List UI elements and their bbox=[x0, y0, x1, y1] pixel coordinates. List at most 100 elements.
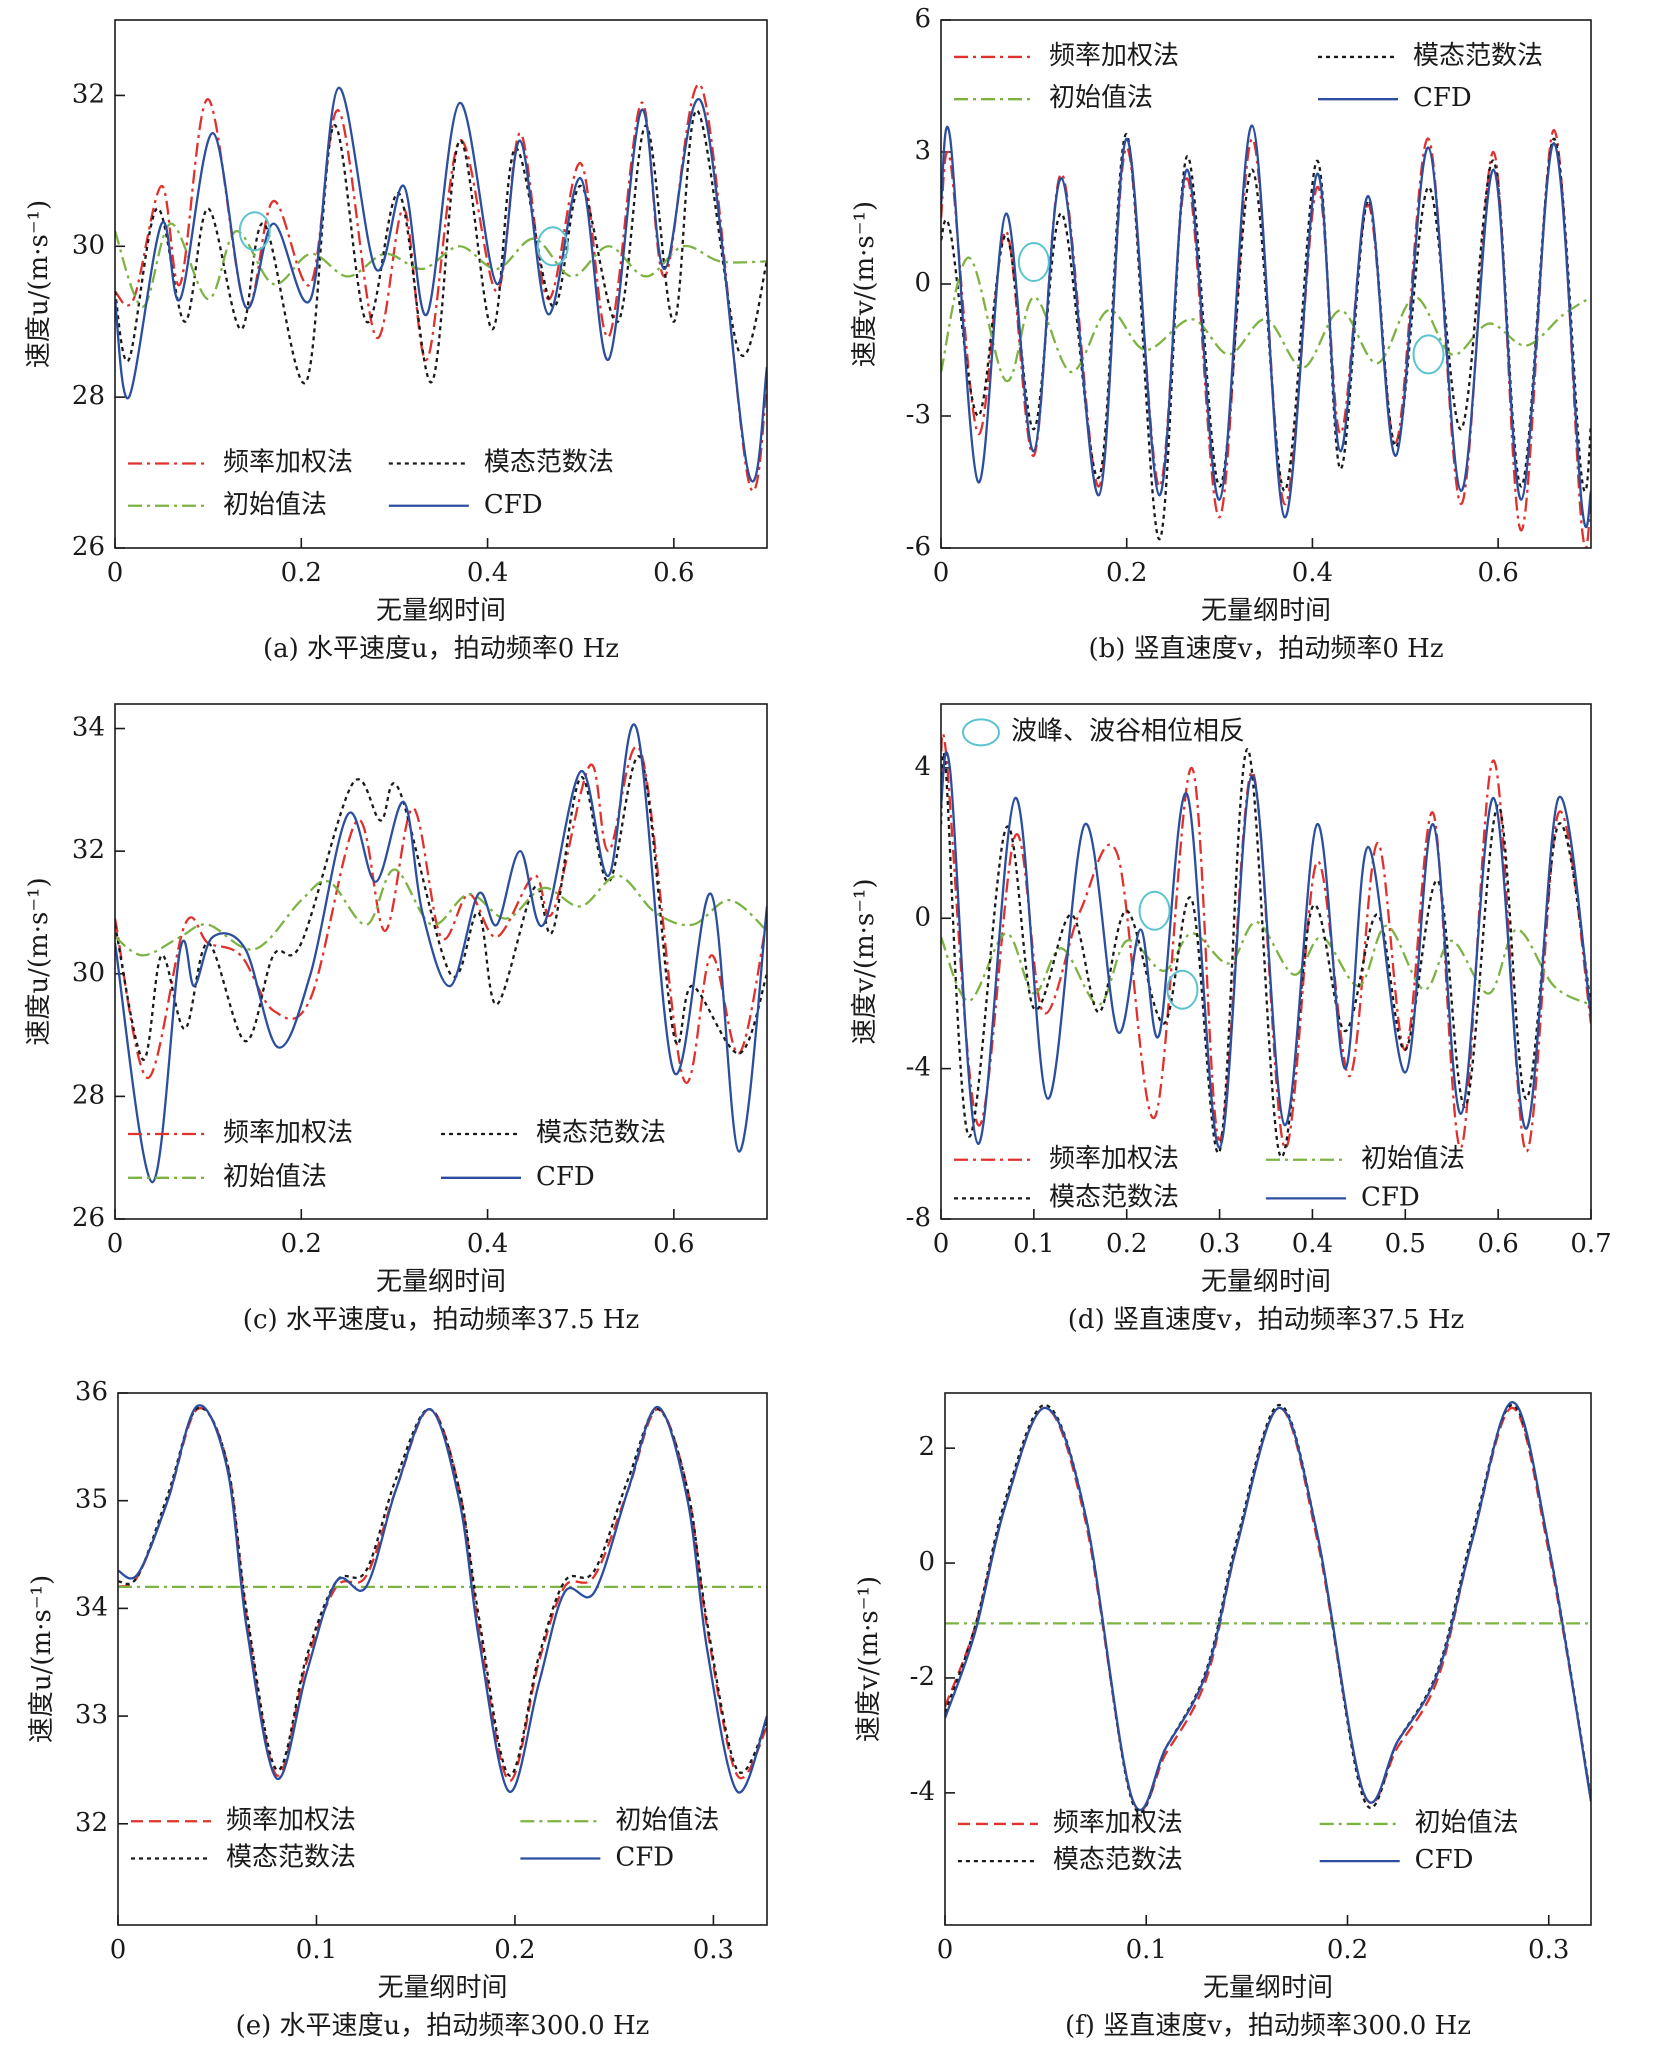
legend-label: 模态范数法 bbox=[1053, 1845, 1183, 1875]
x-axis-label: 无量纲时间 bbox=[377, 1973, 507, 2003]
series-line bbox=[941, 128, 1591, 548]
panel: 32 33 34 35 36 0 0.1 0.2 0.3 速度u/(m·s⁻¹) 无量纲时间 (e) … bbox=[27, 1377, 768, 2041]
panel: 26 28 30 32 0 0.2 0.4 0.6 速度u/(m·s⁻¹) 无量纲时间 (a) 水平… bbox=[24, 19, 768, 664]
x-tick-label: 0 bbox=[110, 1935, 127, 1965]
x-tick-label: 0.3 bbox=[1528, 1935, 1569, 1965]
series-line bbox=[945, 1406, 1591, 1812]
legend-label: 模态范数法 bbox=[1049, 1182, 1179, 1212]
legend-label: CFD bbox=[1361, 1182, 1420, 1212]
y-tick-label: 28 bbox=[72, 1080, 105, 1110]
x-tick-label: 0 bbox=[107, 558, 124, 588]
highlight-circle bbox=[238, 211, 271, 252]
y-tick-label: 4 bbox=[914, 752, 931, 782]
legend-label: 初始值法 bbox=[615, 1805, 719, 1835]
highlight-circle bbox=[1412, 334, 1445, 375]
y-tick-label: -6 bbox=[906, 532, 931, 562]
x-tick-label: 0.2 bbox=[1106, 1229, 1147, 1259]
y-tick-label: -8 bbox=[906, 1203, 931, 1233]
y-tick-label: 35 bbox=[75, 1485, 108, 1515]
legend-label: 初始值法 bbox=[1415, 1808, 1519, 1838]
y-tick-label: 6 bbox=[914, 4, 931, 34]
highlight-circle bbox=[1017, 242, 1050, 282]
x-axis-label: 无量纲时间 bbox=[376, 596, 506, 626]
series-line bbox=[115, 723, 767, 1184]
series-line bbox=[115, 86, 767, 483]
y-tick-label: 0 bbox=[914, 268, 931, 298]
legend-label: 频率加权法 bbox=[1049, 41, 1179, 71]
legend-label: 频率加权法 bbox=[223, 448, 353, 478]
x-axis-label: 无量纲时间 bbox=[1201, 1267, 1331, 1297]
y-tick-label: 32 bbox=[72, 835, 105, 865]
x-tick-label: 0.4 bbox=[1292, 1229, 1333, 1259]
series-line bbox=[115, 868, 767, 957]
y-tick-label: 28 bbox=[72, 381, 105, 411]
y-tick-label: -2 bbox=[910, 1662, 935, 1692]
series-line bbox=[115, 109, 767, 385]
legend-label: 频率加权法 bbox=[223, 1118, 353, 1148]
x-tick-label: 0.6 bbox=[653, 558, 694, 588]
x-tick-label: 0.4 bbox=[467, 1229, 508, 1259]
y-tick-label: -3 bbox=[906, 400, 931, 430]
y-tick-label: 3 bbox=[914, 136, 931, 166]
x-tick-label: 0.2 bbox=[281, 558, 322, 588]
y-tick-label: 36 bbox=[75, 1377, 108, 1407]
x-tick-label: 0.3 bbox=[1199, 1229, 1240, 1259]
highlight-circle bbox=[1138, 890, 1171, 931]
x-axis-label: 无量纲时间 bbox=[1201, 596, 1331, 626]
y-tick-label: 30 bbox=[72, 958, 105, 988]
y-axis-label: 速度v/(m·s⁻¹) bbox=[850, 201, 880, 367]
x-tick-label: 0.1 bbox=[1126, 1935, 1167, 1965]
x-tick-label: 0 bbox=[107, 1229, 124, 1259]
series-line bbox=[941, 751, 1591, 1149]
x-tick-label: 0.6 bbox=[653, 1229, 694, 1259]
plot-frame bbox=[117, 1392, 768, 1926]
legend-label: 初始值法 bbox=[223, 490, 327, 520]
y-axis-label: 速度v/(m·s⁻¹) bbox=[854, 1576, 884, 1742]
y-tick-label: 32 bbox=[75, 1808, 108, 1838]
x-axis-label: 无量纲时间 bbox=[1203, 1973, 1333, 2003]
panel: -6 -3 0 3 6 0 0.2 0.4 0.6 速度v/(m·s⁻¹) 无量纲时间 (b) 竖直速… bbox=[850, 4, 1592, 664]
caption: (d) 竖直速度v，拍动频率37.5 Hz bbox=[1068, 1305, 1464, 1335]
legend-label: 模态范数法 bbox=[484, 448, 614, 478]
legend-label: 初始值法 bbox=[1361, 1144, 1465, 1174]
y-tick-label: 26 bbox=[72, 532, 105, 562]
x-tick-label: 0.2 bbox=[281, 1229, 322, 1259]
annotation: 波峰、波谷相位相反 bbox=[1011, 716, 1245, 746]
series-line bbox=[941, 256, 1591, 382]
legend-label: 模态范数法 bbox=[1413, 41, 1543, 71]
series-line bbox=[115, 83, 767, 492]
y-axis-label: 速度v/(m·s⁻¹) bbox=[850, 878, 880, 1044]
x-tick-label: 0.1 bbox=[1013, 1229, 1054, 1259]
plot-frame bbox=[940, 19, 1592, 549]
y-axis-label: 速度u/(m·s⁻¹) bbox=[24, 200, 54, 368]
x-tick-label: 0.2 bbox=[1327, 1935, 1368, 1965]
y-tick-label: 32 bbox=[72, 79, 105, 109]
series-line bbox=[941, 920, 1591, 1006]
legend-label: 频率加权法 bbox=[1053, 1808, 1183, 1838]
legend-label: 频率加权法 bbox=[226, 1805, 356, 1835]
caption: (f) 竖直速度v，拍动频率300.0 Hz bbox=[1065, 2011, 1471, 2041]
caption: (a) 水平速度u，拍动频率0 Hz bbox=[263, 634, 619, 664]
y-tick-label: 26 bbox=[72, 1203, 105, 1233]
x-tick-label: 0 bbox=[933, 558, 950, 588]
x-tick-label: 0.3 bbox=[693, 1935, 734, 1965]
legend-label: 模态范数法 bbox=[226, 1843, 356, 1873]
panel: -8 -4 0 4 0 0.1 0.2 0.3 0.4 0.5 0.6 0.7 速度v/(m·s⁻¹) 无… bbox=[850, 703, 1612, 1335]
y-tick-label: 33 bbox=[75, 1700, 108, 1730]
plot-frame bbox=[114, 703, 768, 1220]
legend-label: CFD bbox=[536, 1162, 595, 1192]
legend-label: 模态范数法 bbox=[536, 1118, 666, 1148]
x-tick-label: 0.6 bbox=[1477, 1229, 1518, 1259]
y-tick-label: -4 bbox=[910, 1777, 935, 1807]
caption: (c) 水平速度u，拍动频率37.5 Hz bbox=[243, 1305, 639, 1335]
y-tick-label: 0 bbox=[918, 1547, 935, 1577]
series-line bbox=[118, 1404, 767, 1794]
series-line bbox=[118, 1407, 767, 1782]
series-line bbox=[945, 1403, 1591, 1814]
y-tick-label: 0 bbox=[914, 902, 931, 932]
caption: (b) 竖直速度v，拍动频率0 Hz bbox=[1088, 634, 1443, 664]
x-tick-label: 0.4 bbox=[467, 558, 508, 588]
y-axis-label: 速度u/(m·s⁻¹) bbox=[24, 877, 54, 1045]
y-axis-label: 速度u/(m·s⁻¹) bbox=[27, 1575, 57, 1743]
